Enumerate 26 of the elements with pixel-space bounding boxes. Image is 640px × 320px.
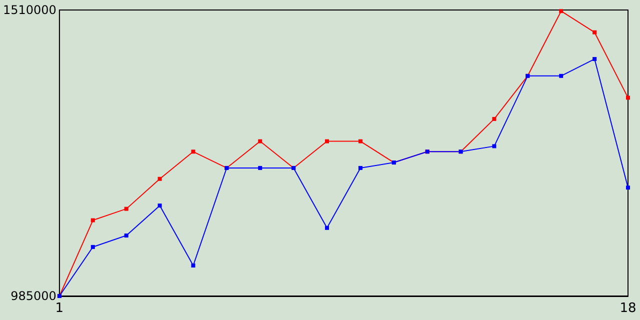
point [592, 57, 597, 62]
point [358, 139, 362, 144]
point [191, 150, 196, 154]
y-tick-label: 1510000 [2, 3, 56, 17]
x-tick-label: 18 [620, 301, 636, 316]
point [158, 176, 162, 181]
point [258, 166, 262, 170]
point [559, 9, 564, 14]
point [592, 30, 597, 34]
point [626, 186, 630, 190]
y-tick-label: 985000 [10, 289, 56, 303]
point [191, 263, 196, 268]
point [492, 116, 496, 121]
point [158, 204, 162, 208]
point [358, 166, 362, 170]
point [559, 74, 564, 78]
x-tick-label: 1 [55, 301, 64, 316]
point [124, 234, 128, 238]
point [626, 96, 630, 100]
point [492, 144, 496, 148]
point [90, 244, 95, 249]
point [124, 206, 128, 211]
point [325, 139, 329, 144]
point [258, 139, 262, 144]
point [90, 218, 95, 222]
point [325, 226, 329, 230]
